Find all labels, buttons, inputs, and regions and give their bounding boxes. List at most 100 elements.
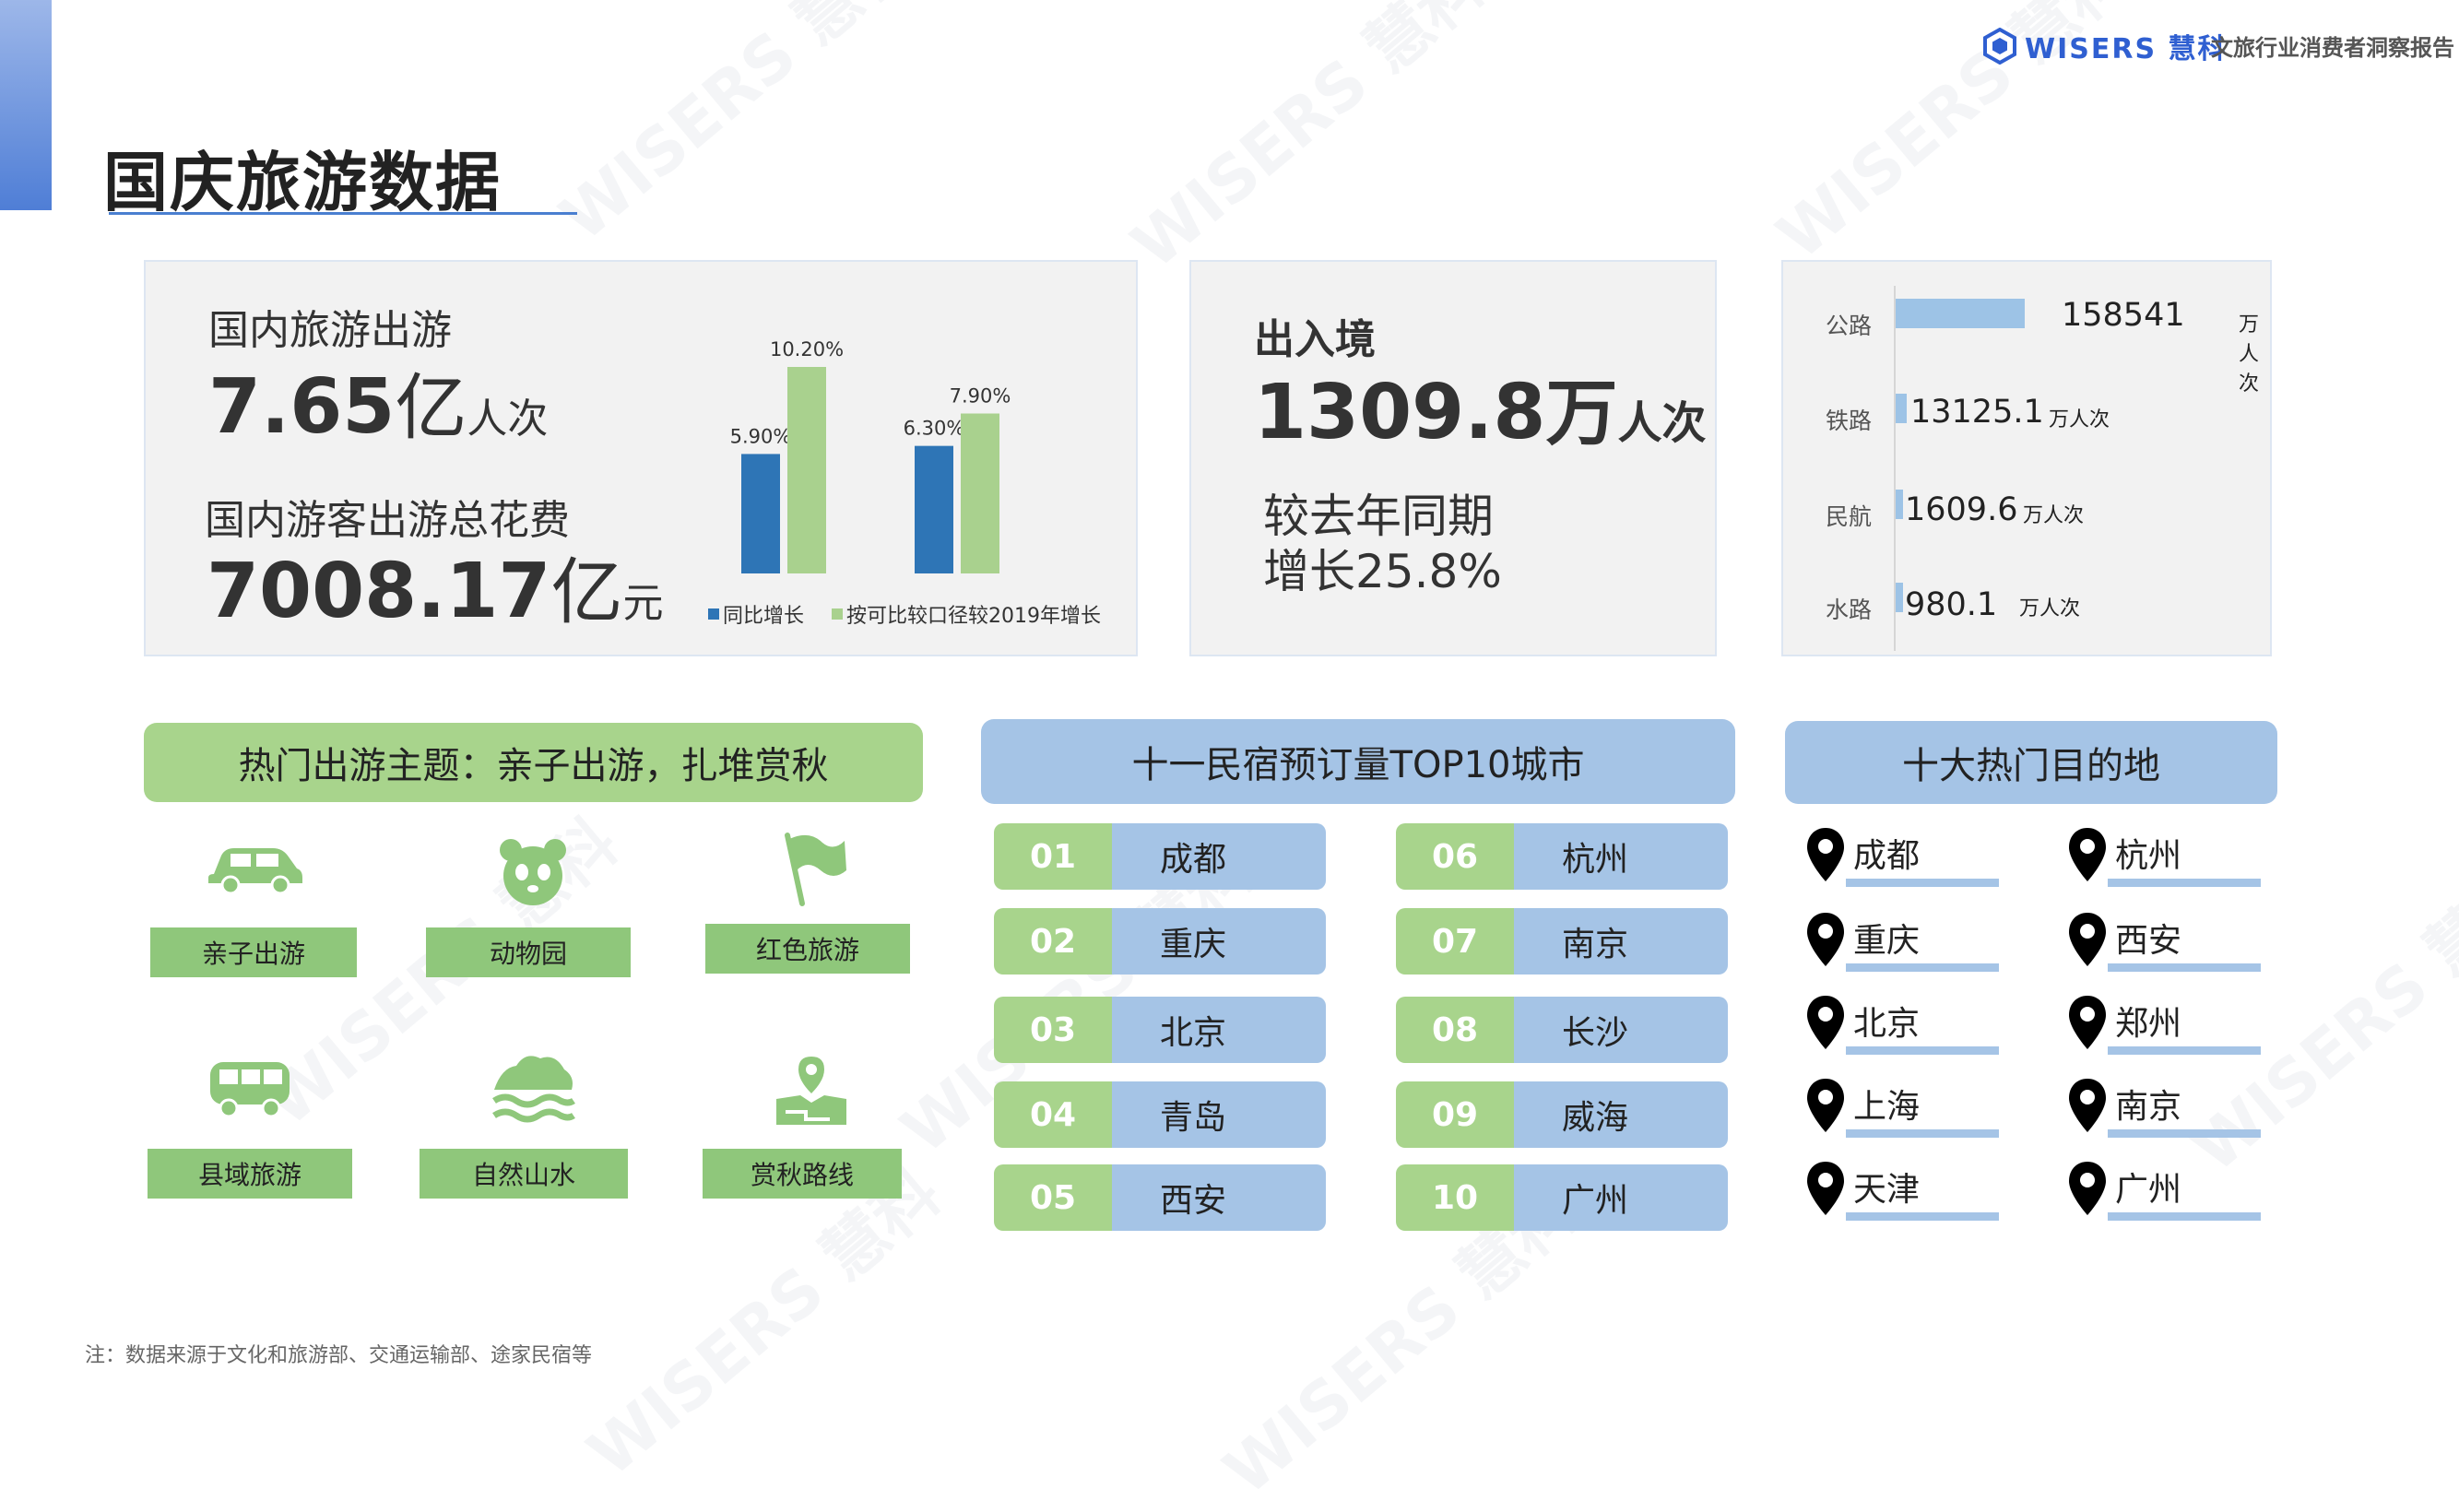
rank-city: 重庆 — [1112, 908, 1326, 975]
legend-swatch-yoy — [708, 608, 719, 620]
transport-mode-label: 水路 — [1826, 597, 1873, 623]
theme-label: 动物园 — [426, 927, 631, 977]
rank-city: 威海 — [1514, 1081, 1728, 1148]
destinations-header: 十大热门目的地 — [1785, 721, 2277, 804]
rank-city: 广州 — [1514, 1164, 1728, 1231]
page-title: 国庆旅游数据 — [103, 145, 502, 220]
transport-list: 公路 158541 万人次 铁路 13125.1 万人次 民航 1609.6 万人次 水路 980.… — [1781, 260, 2272, 656]
homestay-rank-item: 10 广州 — [1396, 1164, 1728, 1231]
car-icon — [205, 839, 306, 898]
theme-label: 自然山水 — [420, 1149, 628, 1199]
rank-number: 04 — [994, 1081, 1112, 1148]
transport-bar — [1896, 394, 1907, 423]
destination-city: 杭州 — [2108, 829, 2261, 887]
homestay-rank-item: 09 威海 — [1396, 1081, 1728, 1148]
chart-legend: 同比增长 按可比较口径较2019年增长 — [708, 599, 1101, 629]
chart-data-label: 5.90% — [730, 425, 792, 447]
destination-city: 郑州 — [2108, 997, 2261, 1055]
theme-label: 县域旅游 — [148, 1149, 352, 1199]
legend-swatch-2019 — [832, 608, 844, 620]
map-pin-icon — [1805, 1160, 1846, 1221]
footnote: 注：数据来源于文化和旅游部、交通运输部、途家民宿等 — [85, 1344, 593, 1367]
brand-logo: WISERS 慧科 — [1982, 26, 2228, 66]
spend-unit-small: 元 — [622, 580, 664, 627]
cross-border-label: 出入境 — [1254, 316, 1376, 363]
homestay-rank-item: 02 重庆 — [994, 908, 1326, 975]
destination-item: 北京 — [1805, 996, 1999, 1055]
rank-city: 北京 — [1112, 997, 1326, 1063]
transport-panel — [1781, 260, 2272, 656]
transport-value: 1609.6 — [1905, 491, 2018, 528]
legend-label-2019: 按可比较口径较2019年增长 — [846, 605, 1102, 628]
themes-header: 热门出游主题：亲子出游，扎堆赏秋 — [144, 723, 923, 802]
flag-icon — [778, 830, 848, 911]
transport-bar — [1896, 490, 1903, 519]
chart-bar — [915, 445, 953, 573]
transport-value: 158541 — [2062, 297, 2185, 334]
destination-item: 上海 — [1805, 1079, 1999, 1138]
transport-unit: 万人次 — [2049, 408, 2110, 431]
rank-number: 05 — [994, 1164, 1112, 1231]
trips-label: 国内旅游出游 — [208, 307, 452, 354]
cross-border-growth: 较去年同期 增长25.8% — [1263, 489, 1502, 599]
theme-label: 赏秋路线 — [703, 1149, 902, 1199]
homestay-rank-item: 04 青岛 — [994, 1081, 1326, 1148]
rank-city: 成都 — [1112, 823, 1326, 890]
destinations-list: 成都 重庆 北京 上海 天津 杭州 西安 郑州 南京 广州 — [1805, 828, 2266, 1234]
mountain-icon — [489, 1049, 577, 1130]
brand-name: WISERS 慧科 — [2025, 33, 2228, 65]
map-pin-icon — [1805, 1077, 1846, 1138]
transport-axis — [1894, 286, 1896, 651]
destination-city: 广州 — [2108, 1163, 2261, 1221]
report-name: 文旅行业消费者洞察报告 — [2211, 35, 2454, 61]
theme-label: 红色旅游 — [705, 924, 910, 974]
destination-city: 北京 — [1846, 997, 1999, 1055]
growth-line-2: 增长25.8% — [1263, 545, 1502, 598]
rank-number: 06 — [1396, 823, 1514, 890]
trips-figure: 7.65亿人次 — [208, 350, 548, 454]
homestay-list: 01 成都 02 重庆 03 北京 04 青岛 05 西安 06 杭州 07 南京 08 长沙 09 威海 10 广州 — [994, 823, 1730, 1238]
spend-label: 国内游客出游总花费 — [205, 497, 570, 544]
watermark: WISERS 慧科 — [546, 0, 928, 256]
chart-bar — [741, 454, 780, 573]
cross-border-value: 1309.8 — [1254, 369, 1546, 456]
chart-data-label: 6.30% — [904, 418, 965, 440]
transport-unit: 万人次 — [2239, 313, 2260, 396]
trips-unit-small: 人次 — [467, 396, 549, 443]
homestay-rank-item: 05 西安 — [994, 1164, 1326, 1231]
theme-label: 亲子出游 — [150, 927, 357, 977]
map-pin-icon — [2067, 1160, 2108, 1221]
transport-unit: 万人次 — [2023, 504, 2085, 527]
trips-unit-big: 亿 — [395, 367, 467, 450]
rank-number: 10 — [1396, 1164, 1514, 1231]
rank-city: 西安 — [1112, 1164, 1326, 1231]
transport-value: 13125.1 — [1910, 394, 2044, 431]
homestay-rank-item: 06 杭州 — [1396, 823, 1728, 890]
destination-city: 上海 — [1846, 1080, 1999, 1138]
cross-border-panel — [1189, 260, 1717, 656]
chart-bar — [787, 367, 826, 573]
growth-line-1: 较去年同期 — [1263, 490, 1494, 543]
rank-city: 青岛 — [1112, 1081, 1326, 1148]
watermark: WISERS 慧科 — [1117, 0, 1499, 284]
destination-city: 成都 — [1846, 829, 1999, 887]
destination-city: 西安 — [2108, 914, 2261, 972]
destination-item: 重庆 — [1805, 913, 1999, 972]
destination-item: 郑州 — [2067, 996, 2261, 1055]
destination-city: 重庆 — [1846, 914, 1999, 972]
chart-data-label: 10.20% — [770, 338, 844, 360]
map-pin-icon — [1805, 994, 1846, 1055]
homestay-rank-item: 08 长沙 — [1396, 997, 1728, 1063]
transport-mode-label: 铁路 — [1826, 408, 1873, 434]
map-pin-icon — [1805, 826, 1846, 887]
chart-bar — [961, 413, 999, 573]
map-pin-icon — [1805, 911, 1846, 972]
rank-number: 08 — [1396, 997, 1514, 1063]
map-pin-icon — [2067, 826, 2108, 887]
rank-number: 07 — [1396, 908, 1514, 975]
transport-mode-label: 公路 — [1826, 313, 1873, 339]
transport-unit: 万人次 — [2019, 597, 2081, 620]
map-pin-icon — [2067, 1077, 2108, 1138]
rank-number: 03 — [994, 997, 1112, 1063]
destination-item: 杭州 — [2067, 828, 2261, 887]
